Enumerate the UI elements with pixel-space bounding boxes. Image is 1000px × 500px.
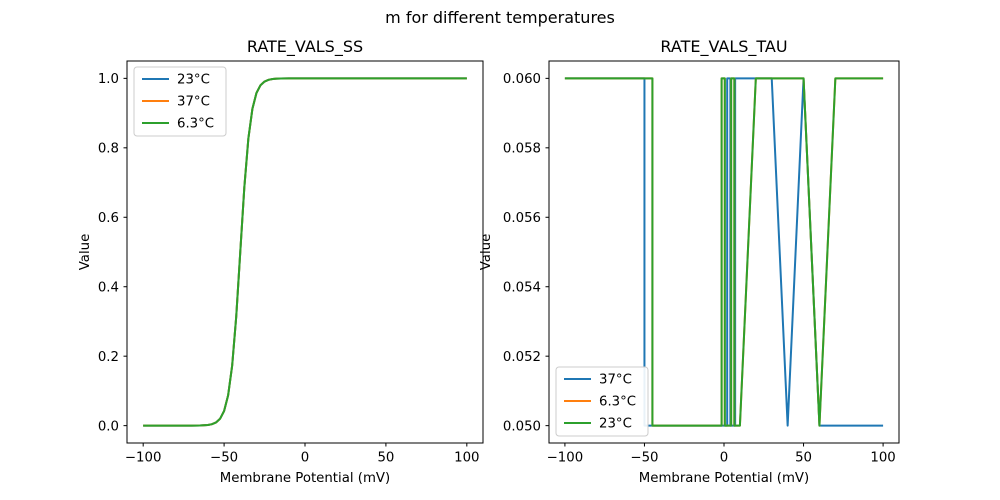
y-tick-label: 0.6: [98, 211, 119, 226]
series-line-23c: [564, 77, 884, 427]
y-tick-label: 0.4: [98, 280, 119, 295]
legend-label: 23°C: [599, 417, 632, 432]
legend-label: 37°C: [599, 373, 632, 388]
y-tick-label: 0.052: [503, 350, 541, 365]
y-axis-label: Value: [78, 234, 93, 271]
legend-box: [555, 366, 649, 437]
legend-label: 23°C: [177, 73, 210, 88]
x-tick-label: 50: [377, 451, 394, 466]
x-tick-label: −100: [125, 451, 162, 466]
y-tick-label: 0.056: [503, 211, 541, 226]
x-tick-label: 50: [795, 451, 812, 466]
x-tick-label: 0: [720, 451, 728, 466]
x-tick-label: −50: [630, 451, 658, 466]
x-tick-label: −50: [210, 451, 238, 466]
subplot-title: RATE_VALS_SS: [247, 37, 363, 57]
x-axis-label: Membrane Potential (mV): [220, 471, 390, 486]
series-line-6.3c: [143, 77, 467, 427]
x-tick-label: 100: [870, 451, 895, 466]
legend-label: 6.3°C: [599, 395, 636, 410]
y-tick-label: 0.054: [503, 280, 541, 295]
y-tick-label: 0.050: [503, 419, 541, 434]
y-tick-label: 1.0: [98, 72, 119, 87]
x-axis-label: Membrane Potential (mV): [639, 471, 809, 486]
legend-label: 6.3°C: [177, 117, 214, 132]
x-tick-label: 100: [454, 451, 479, 466]
y-tick-label: 0.058: [503, 142, 541, 157]
subplot-rate-vals-ss: −100 −50 0 50 100 0.0 0.2 0.4 0.6 0.8 1.0 RATE_VALS…: [78, 37, 484, 486]
y-axis-label: Value: [479, 234, 494, 271]
y-tick-label: 0.0: [98, 419, 119, 434]
legend: 37°C 6.3°C 23°C: [555, 366, 649, 437]
y-tick-label: 0.2: [98, 350, 119, 365]
figure-title: m for different temperatures: [385, 8, 615, 27]
legend: 23°C 37°C 6.3°C: [133, 66, 227, 137]
subplot-title: RATE_VALS_TAU: [660, 37, 787, 57]
y-tick-label: 0.8: [98, 142, 119, 157]
y-tick-label: 0.060: [503, 72, 541, 87]
legend-label: 37°C: [177, 95, 210, 110]
x-tick-label: −100: [547, 451, 584, 466]
subplot-rate-vals-tau: −100 −50 0 50 100 0.050 0.052 0.054 0.056 0.058 0.…: [479, 37, 900, 486]
x-tick-label: 0: [301, 451, 309, 466]
legend-box: [133, 66, 227, 137]
